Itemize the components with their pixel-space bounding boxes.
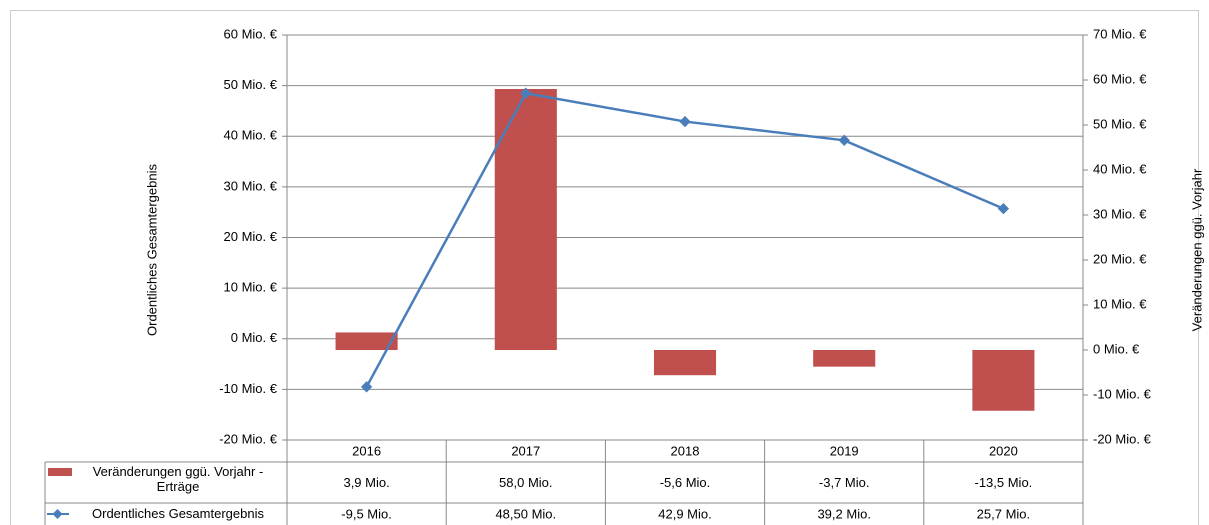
line-marker [679,115,691,128]
y2-tick-label: -10 Mio. € [1093,386,1152,401]
value-label: -3,7 Mio. [819,475,870,490]
legend-entry: Veränderungen ggü. Vorjahr - Erträge [92,464,264,494]
value-label: 39,2 Mio. [817,506,870,521]
y-tick-label: -10 Mio. € [219,381,278,396]
legend-key [52,509,63,519]
y2-tick-label: 30 Mio. € [1093,206,1147,221]
y-tick-label: 20 Mio. € [224,229,278,244]
bar [653,350,717,376]
line-marker [997,202,1010,215]
value-label: 42,9 Mio. [658,506,711,521]
y2-tick-label: 60 Mio. € [1093,71,1147,86]
y2-tick-label: 40 Mio. € [1093,161,1147,176]
y2-tick-label: 70 Mio. € [1093,26,1147,41]
y-tick-label: 40 Mio. € [224,128,278,143]
legend-entry-box: Ordentliches Gesamtergebnis [92,506,264,521]
y-tick-label: 50 Mio. € [224,77,278,92]
x-tick-label: 2020 [989,443,1018,458]
legend-key [48,468,72,476]
value-label: 48,50 Mio. [495,506,556,521]
y-tick-label: 0 Mio. € [231,330,278,345]
legend-entry-box: Veränderungen ggü. Vorjahr - Erträge [92,464,264,494]
line [365,91,1004,388]
y-tick-label: 60 Mio. € [224,26,278,41]
x-tick-label: 2019 [830,443,859,458]
value-label: -13,5 Mio. [974,475,1032,490]
bar [335,332,398,350]
value-label: 25,7 Mio. [977,506,1030,521]
y2-tick-label: 10 Mio. € [1093,296,1147,311]
y2-tick-label: -20 Mio. € [1093,431,1152,446]
line-marker [838,134,850,146]
legend-entry: Ordentliches Gesamtergebnis [92,506,264,521]
x-tick-label: 2017 [511,443,540,458]
value-label: -5,6 Mio. [660,475,711,490]
bar [972,350,1035,411]
value-label: -9,5 Mio. [341,506,392,521]
value-label: 3,9 Mio. [343,475,389,490]
y-tick-label: 30 Mio. € [224,178,278,193]
y2-tick-label: 20 Mio. € [1093,251,1147,266]
line-marker [360,381,373,393]
x-tick-label: 2016 [352,443,381,458]
x-tick-label: 2018 [671,443,700,458]
y2-axis-title: Veränderungen ggü. Vorjahr [1189,168,1204,331]
y-tick-label: -20 Mio. € [219,431,278,446]
bar [494,89,557,350]
y2-tick-label: 50 Mio. € [1093,116,1147,131]
y-tick-label: 10 Mio. € [224,280,278,295]
value-label: 58,0 Mio. [499,475,552,490]
bar [813,350,876,367]
chart-frame [10,10,1199,525]
y-axis-title: Ordentliches Gesamtergebnis [144,164,159,336]
y2-tick-label: 0 Mio. € [1093,341,1140,356]
